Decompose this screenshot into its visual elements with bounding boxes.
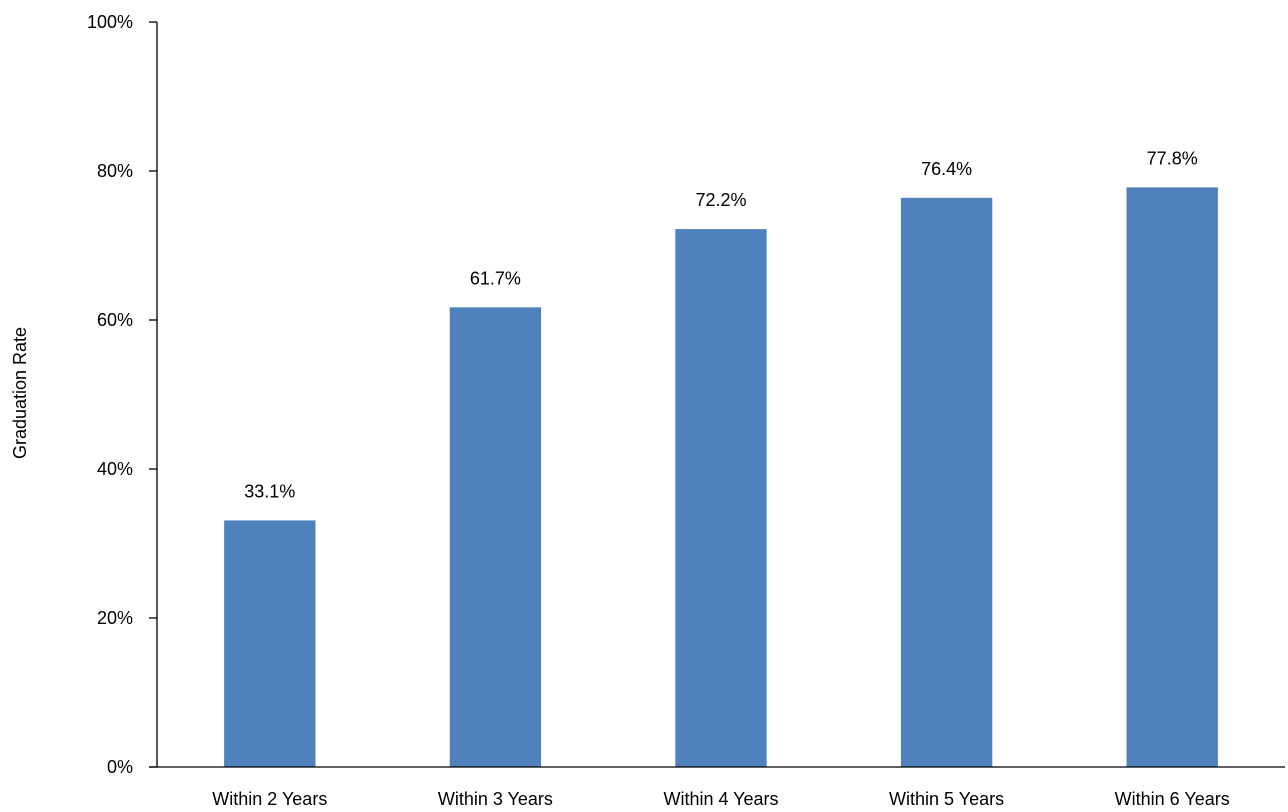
y-tick-label: 100% [87,12,133,32]
bar-value-label: 76.4% [921,159,972,179]
bar [900,197,993,767]
bars-group [224,187,1218,768]
bar [449,307,542,767]
bar-value-label: 33.1% [244,481,295,501]
bar-value-label: 77.8% [1147,148,1198,168]
y-axis-title: Graduation Rate [10,327,30,459]
y-tick-label: 0% [107,757,133,777]
y-axis-ticks: 0% 20% 40% 60% 80% 100% [87,12,157,777]
x-axis-labels: Within 2 Years Within 3 Years Within 4 Yea… [212,789,1229,809]
x-category-label: Within 4 Years [663,789,778,809]
bar [224,520,316,767]
bar [1126,187,1218,767]
x-category-label: Within 2 Years [212,789,327,809]
y-tick-label: 80% [97,161,133,181]
y-tick-label: 20% [97,608,133,628]
x-category-label: Within 3 Years [438,789,553,809]
x-category-label: Within 6 Years [1115,789,1230,809]
x-category-label: Within 5 Years [889,789,1004,809]
y-tick-label: 40% [97,459,133,479]
bar [675,229,767,768]
y-tick-label: 60% [97,310,133,330]
data-labels-group: 33.1% 61.7% 72.2% 76.4% 77.8% [244,148,1197,501]
bar-value-label: 72.2% [695,190,746,210]
bar-value-label: 61.7% [470,268,521,288]
